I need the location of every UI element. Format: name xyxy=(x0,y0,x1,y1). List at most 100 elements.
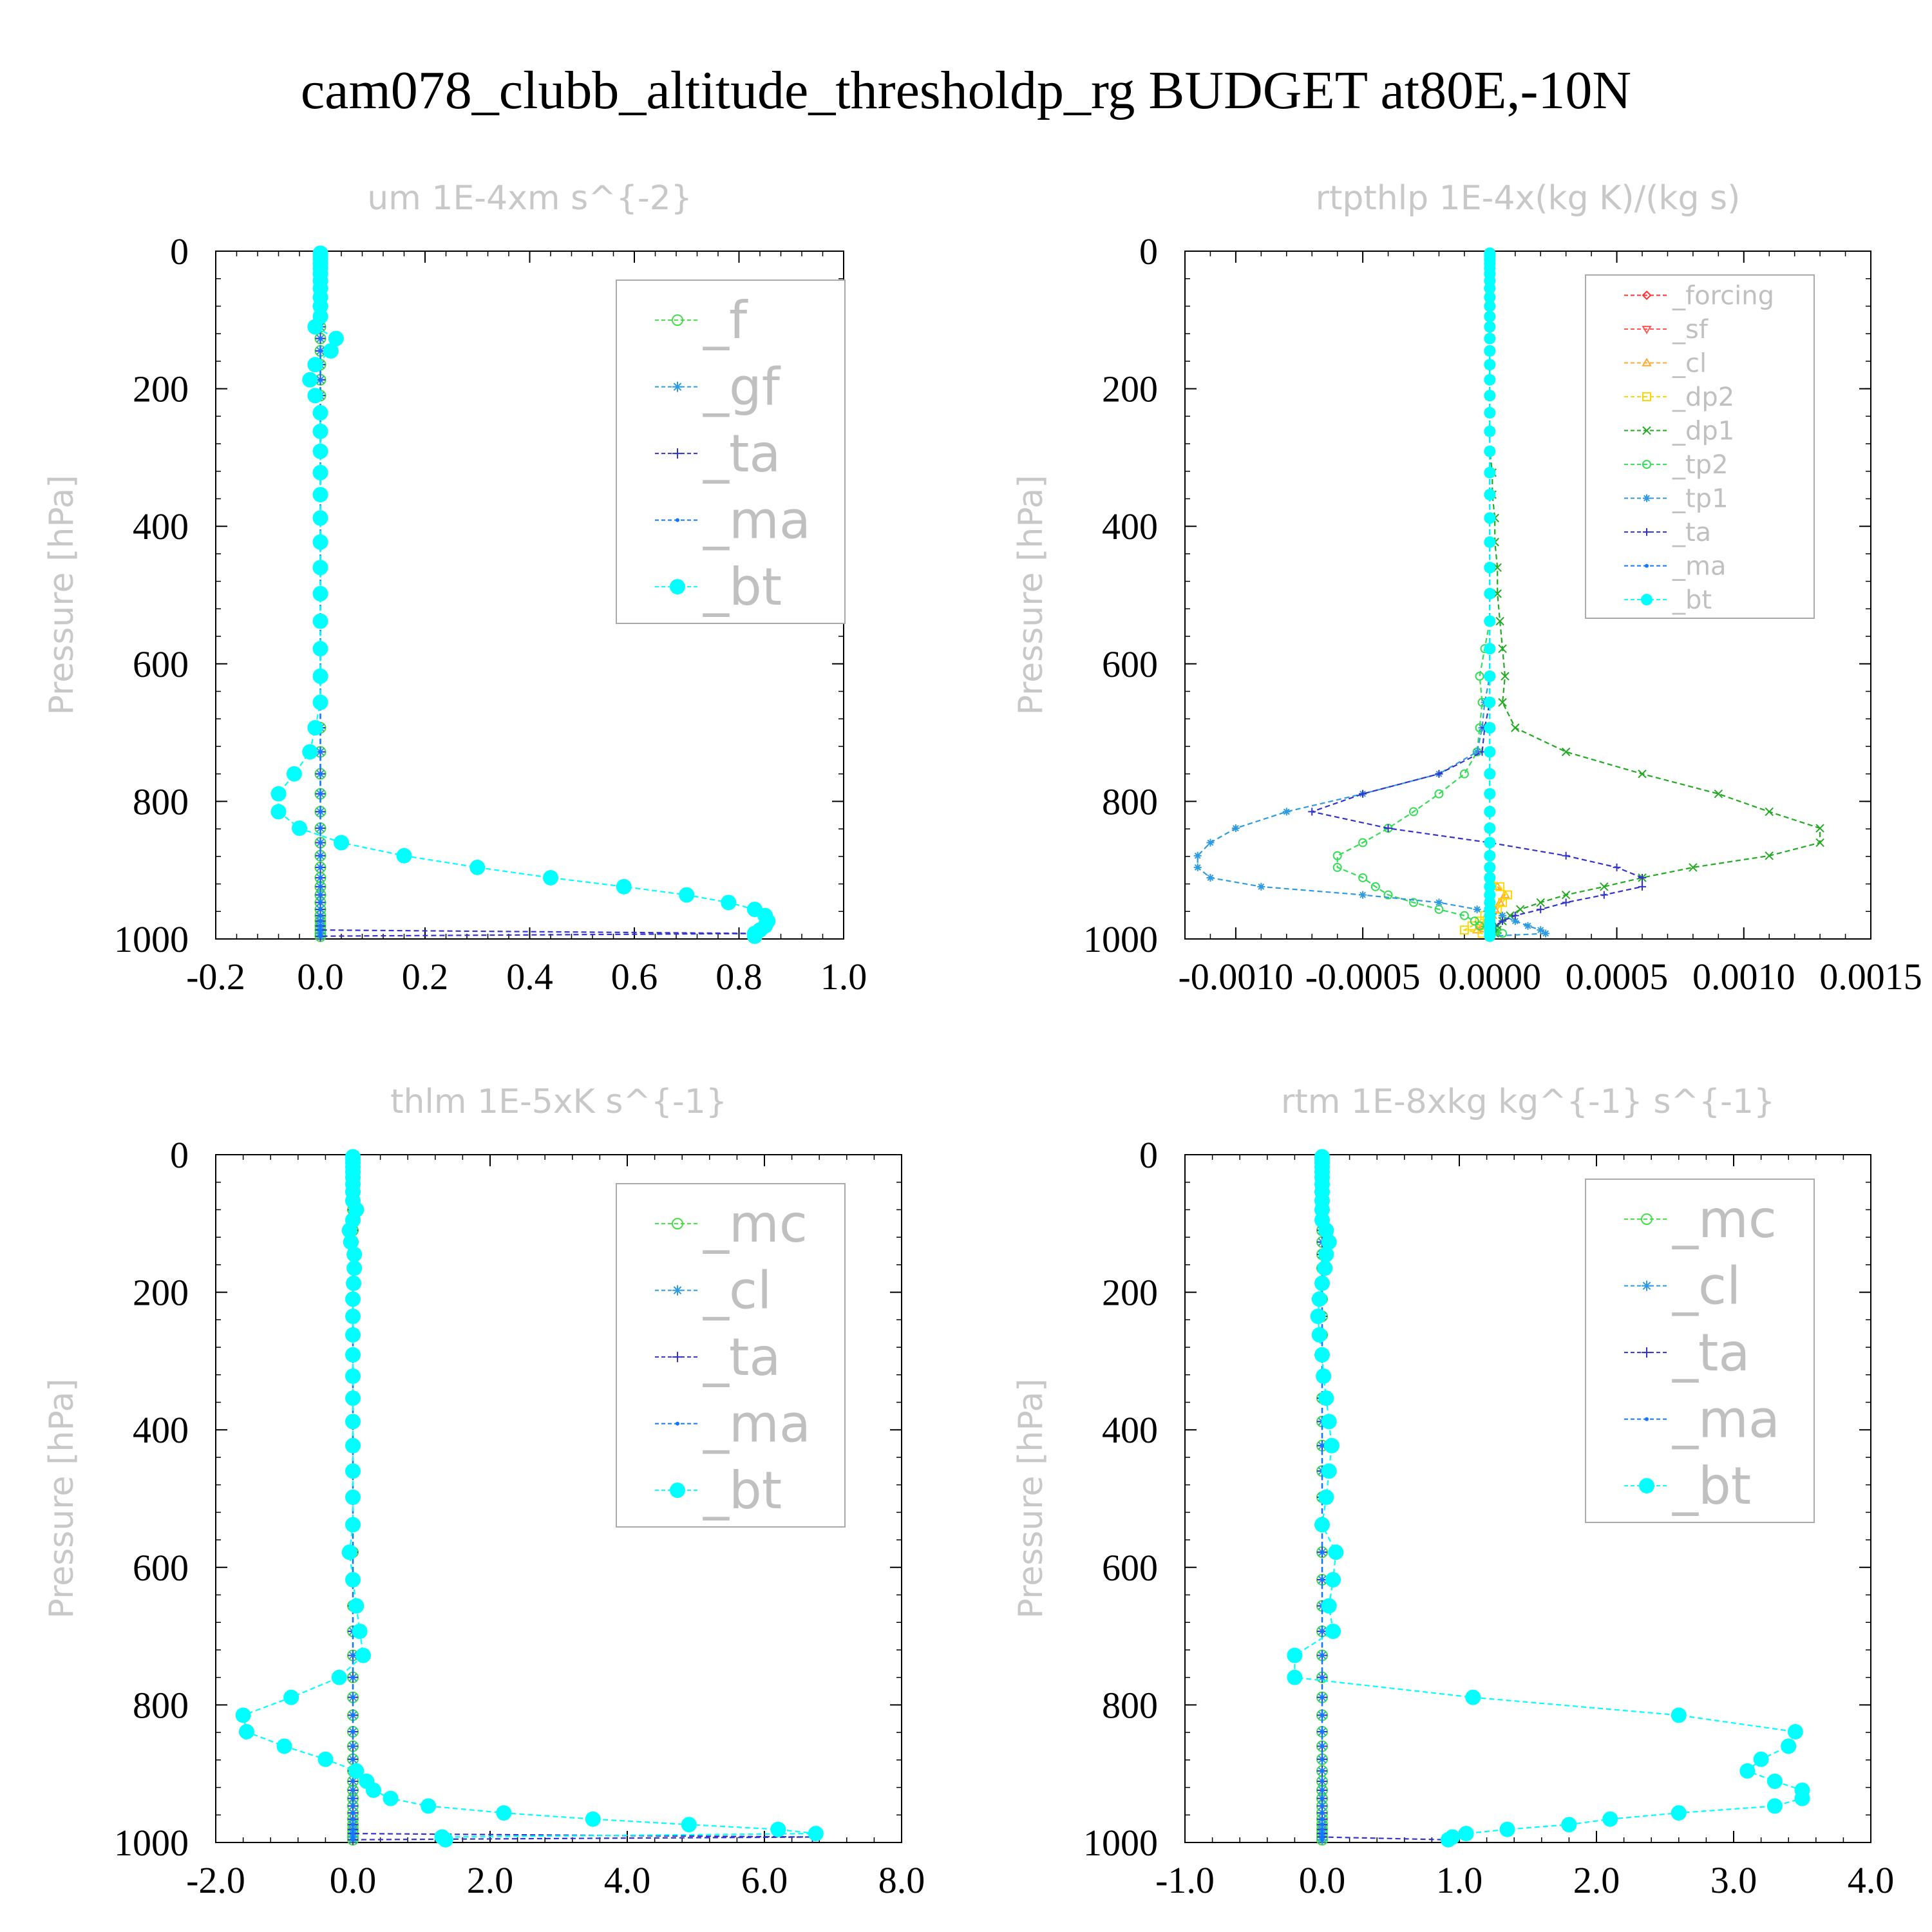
y-tick-label: 200 xyxy=(133,368,189,410)
data-point xyxy=(1358,873,1368,882)
data-point xyxy=(1787,1724,1803,1740)
data-point xyxy=(679,887,695,903)
data-point xyxy=(238,1724,254,1740)
x-tick-label: 0.0 xyxy=(330,1859,377,1901)
data-point xyxy=(1794,1790,1810,1806)
data-point xyxy=(286,766,302,782)
data-point xyxy=(1484,300,1496,312)
data-point xyxy=(1484,345,1496,357)
data-point xyxy=(345,1463,361,1479)
data-point xyxy=(1484,880,1496,893)
legend-label: _ma xyxy=(703,1394,811,1454)
data-point xyxy=(318,919,323,923)
chart-panel: rtpthlp 1E-4x(kg K)/(kg s) Pressure [hPa]… xyxy=(1012,179,1922,998)
legend-marker xyxy=(672,381,683,392)
panel-title: thlm 1E-5xK s^{-1} xyxy=(390,1083,727,1121)
legend-marker xyxy=(670,579,685,595)
data-point xyxy=(1484,643,1496,655)
x-tick-label: 0.0 xyxy=(1299,1859,1346,1901)
data-point xyxy=(1502,890,1512,900)
data-point xyxy=(1484,445,1496,457)
data-point xyxy=(1473,748,1481,756)
data-point xyxy=(283,1689,299,1705)
legend-label: _ta xyxy=(1672,1323,1750,1383)
legend-marker xyxy=(1643,528,1651,536)
data-point xyxy=(318,928,323,933)
data-point xyxy=(1501,672,1510,681)
data-point xyxy=(1765,807,1774,817)
data-point xyxy=(1459,925,1469,935)
data-point xyxy=(345,1347,361,1363)
y-tick-label: 800 xyxy=(1102,1684,1158,1726)
data-point xyxy=(1562,851,1570,860)
y-tick-label: 800 xyxy=(1102,781,1158,822)
legend-marker xyxy=(1642,357,1652,366)
data-point xyxy=(1287,1647,1303,1663)
data-point xyxy=(1498,644,1507,654)
data-point xyxy=(1320,1443,1324,1448)
legend-box xyxy=(616,1183,846,1528)
data-point xyxy=(1499,1821,1515,1837)
x-tick-label: 0.6 xyxy=(611,956,658,998)
data-point xyxy=(1484,390,1496,402)
data-point xyxy=(1320,1817,1324,1821)
data-point xyxy=(1498,697,1507,707)
data-point xyxy=(323,343,339,359)
data-point xyxy=(312,423,328,439)
y-tick-label: 600 xyxy=(133,1547,189,1589)
plot-frame xyxy=(1184,1154,1871,1843)
data-point xyxy=(1484,871,1496,884)
data-point xyxy=(1484,768,1496,780)
data-point xyxy=(1484,425,1496,437)
data-point xyxy=(1317,1260,1333,1276)
data-point xyxy=(345,1327,361,1343)
x-tick-label: 3.0 xyxy=(1710,1859,1757,1901)
data-point xyxy=(270,804,287,820)
data-point xyxy=(1484,696,1496,708)
data-point xyxy=(318,923,323,928)
data-point xyxy=(1320,1837,1324,1842)
data-point xyxy=(1332,851,1342,860)
data-point xyxy=(1318,1390,1334,1406)
data-point xyxy=(312,534,328,550)
data-point xyxy=(351,1823,355,1827)
x-tick-label: 0.0000 xyxy=(1439,956,1542,998)
y-tick-label: 1000 xyxy=(114,1822,189,1864)
data-point xyxy=(312,464,328,480)
data-point xyxy=(365,1782,381,1798)
legend-label: _tp1 xyxy=(1672,484,1728,514)
data-point xyxy=(421,1798,437,1814)
data-point xyxy=(317,1751,334,1767)
data-point xyxy=(318,791,323,796)
data-point xyxy=(318,875,323,880)
legend-marker xyxy=(1639,1478,1654,1494)
x-tick-label: 0.0015 xyxy=(1819,956,1922,998)
legend-label: _tp2 xyxy=(1672,450,1728,480)
data-point xyxy=(1561,747,1571,757)
data-point xyxy=(318,913,323,918)
data-point xyxy=(1815,838,1824,848)
data-point xyxy=(496,1805,512,1821)
legend-marker xyxy=(672,314,683,327)
legend-marker xyxy=(1642,460,1651,469)
legend-label: _bt xyxy=(1672,1456,1751,1516)
plot-frame xyxy=(1184,251,1871,940)
x-tick-label: 1.0 xyxy=(820,956,867,998)
data-point xyxy=(351,1835,355,1839)
data-point xyxy=(346,1275,362,1291)
legend-marker xyxy=(672,448,683,459)
data-point xyxy=(235,1707,251,1723)
data-point xyxy=(1321,1598,1337,1614)
data-point xyxy=(1384,824,1392,833)
data-point xyxy=(318,934,323,938)
data-point xyxy=(351,1695,355,1700)
data-point xyxy=(1409,898,1418,907)
data-point xyxy=(1484,310,1496,323)
data-point xyxy=(1484,489,1496,501)
legend-label: _mc xyxy=(703,1194,808,1254)
data-point xyxy=(312,694,328,710)
data-point xyxy=(1320,1757,1324,1761)
y-axis-label: Pressure [hPa] xyxy=(1012,1379,1050,1619)
data-point xyxy=(1320,1788,1324,1792)
